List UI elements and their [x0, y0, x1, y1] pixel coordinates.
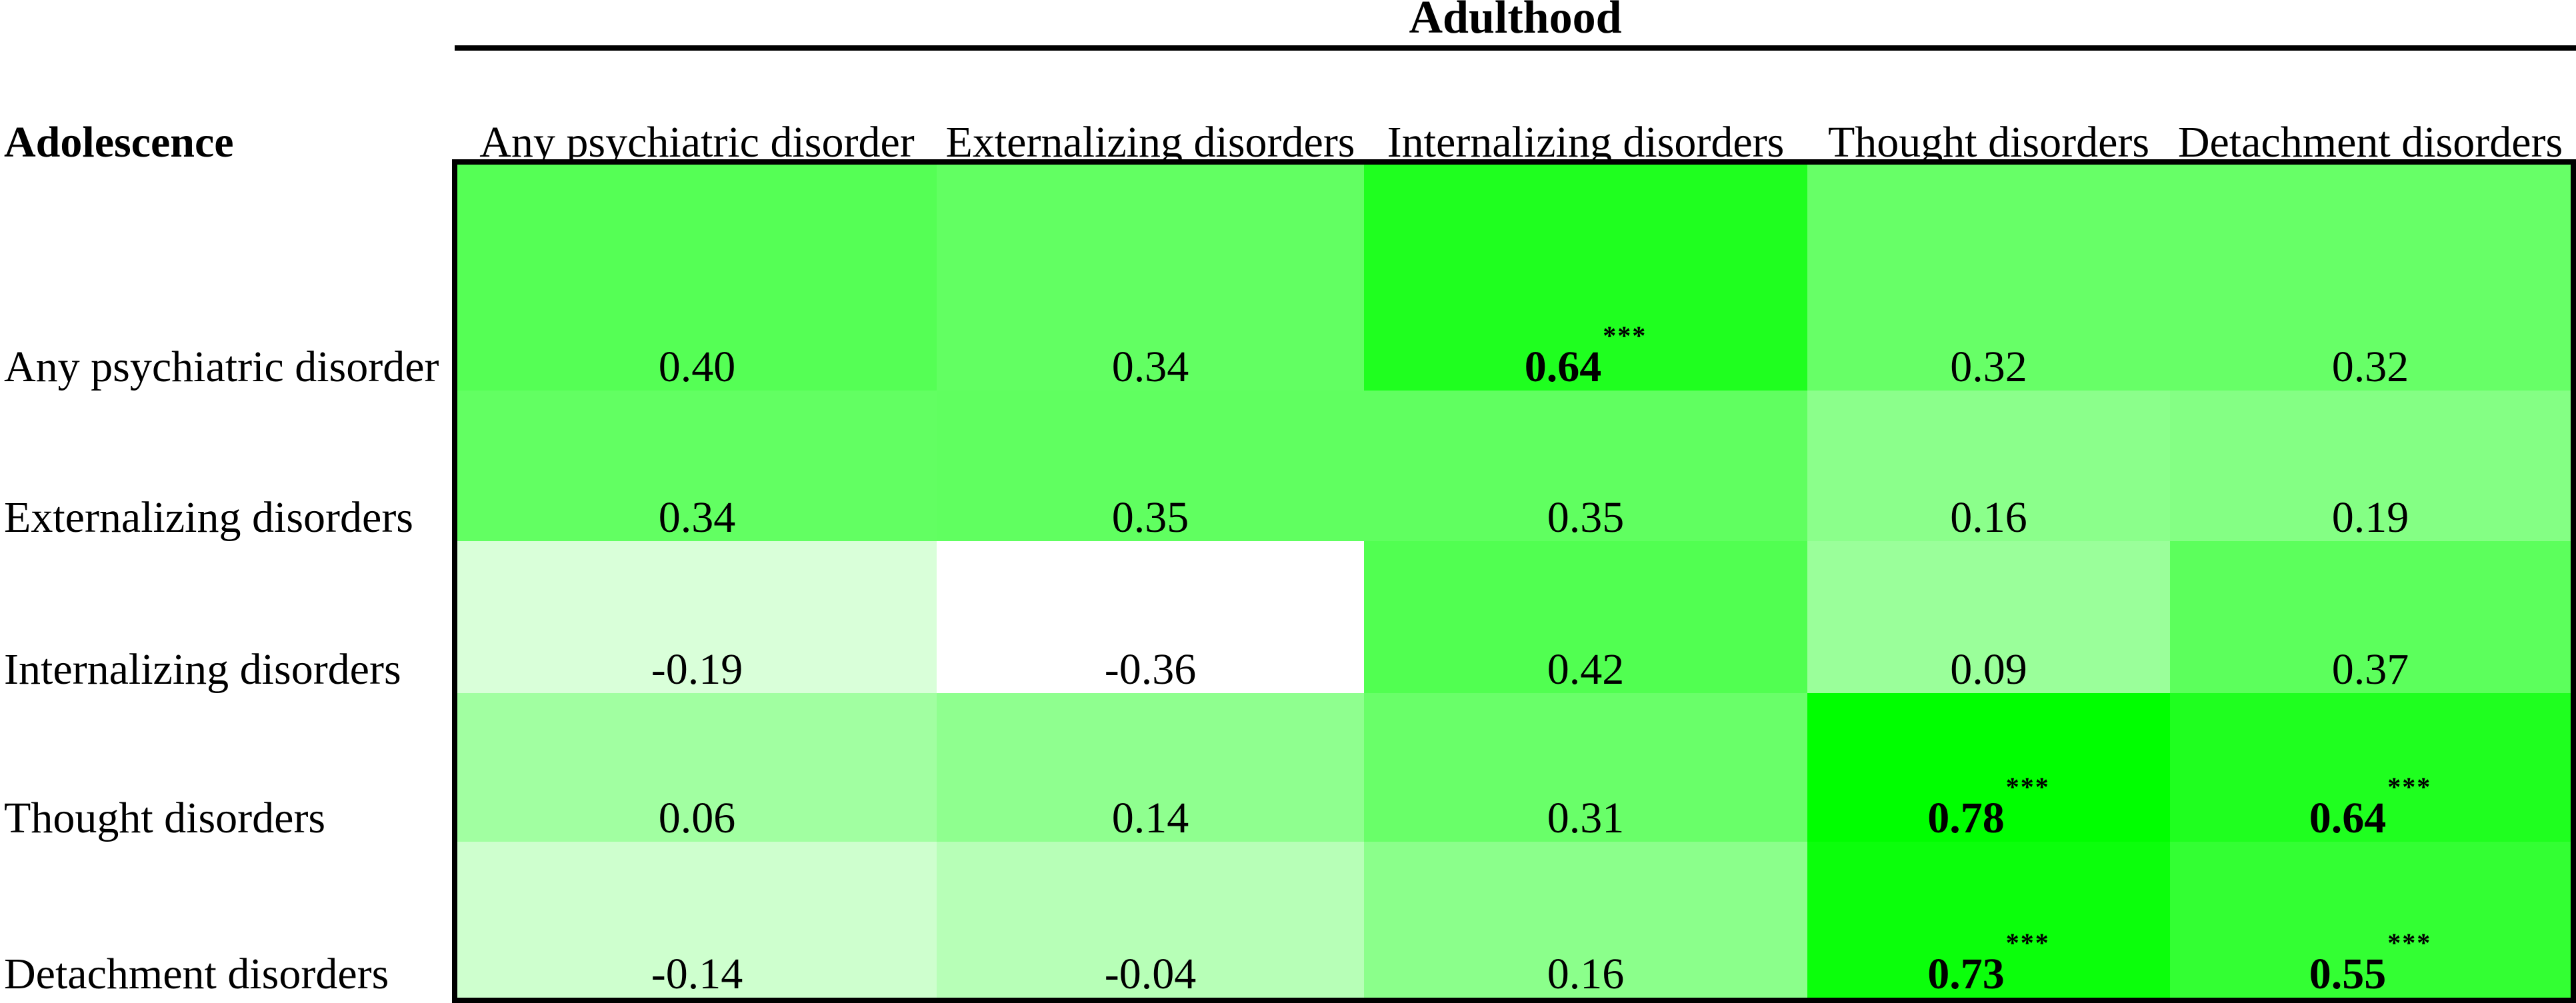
- heatmap-cell: 0.78***: [1807, 693, 2170, 842]
- cell-value: 0.19: [2331, 493, 2409, 542]
- heatmap-cell: 0.31: [1364, 693, 1807, 842]
- cell-value: 0.34: [1111, 343, 1189, 391]
- cell-value: 0.64***: [2309, 772, 2432, 842]
- cell-value: 0.37: [2331, 645, 2409, 694]
- heatmap-cell: -0.36: [937, 541, 1364, 693]
- heatmap-cell: 0.16: [1364, 842, 1807, 998]
- cell-value: 0.32: [2331, 343, 2409, 391]
- heatmap-cell: 0.16: [1807, 391, 2170, 541]
- cell-value: 0.35: [1111, 493, 1189, 542]
- heatmap-cell: 0.40: [457, 165, 937, 391]
- heatmap-cell: 0.35: [937, 391, 1364, 541]
- heatmap-cell: 0.06: [457, 693, 937, 842]
- cell-value: 0.14: [1111, 794, 1189, 842]
- cell-value: 0.64***: [1524, 321, 1647, 391]
- cell-value: 0.06: [658, 794, 736, 842]
- heatmap-cell: 0.35: [1364, 391, 1807, 541]
- heatmap-cell: -0.14: [457, 842, 937, 998]
- cell-value: 0.42: [1547, 645, 1625, 694]
- heatmap-cell: 0.09: [1807, 541, 2170, 693]
- top-axis-title-wrap: Adulthood: [455, 0, 2576, 41]
- heatmap-grid: 0.40 0.34 0.64*** 0.32 0.32 0.34 0.35 0.35 0.16 0…: [457, 165, 2571, 998]
- heatmap-cell: 0.55***: [2170, 842, 2571, 998]
- cell-value: -0.04: [1104, 950, 1197, 998]
- heatmap-cell: 0.42: [1364, 541, 1807, 693]
- top-axis-title: Adulthood: [1409, 0, 1622, 43]
- left-axis-title: Adolescence: [4, 118, 234, 167]
- column-header-detachment: Detachment disorders: [2177, 118, 2563, 167]
- column-header-internalizing: Internalizing disorders: [1387, 118, 1785, 167]
- cell-value: 0.35: [1547, 493, 1625, 542]
- cell-value: -0.19: [651, 645, 743, 694]
- significance-stars: ***: [2387, 772, 2432, 802]
- cell-value: 0.09: [1950, 645, 2027, 694]
- significance-stars: ***: [2005, 772, 2050, 802]
- cell-value: -0.14: [651, 950, 743, 998]
- cell-value: -0.36: [1104, 645, 1197, 694]
- row-labels: Any psychiatric disorder Externalizing d…: [4, 165, 452, 998]
- heatmap-cell: -0.19: [457, 541, 937, 693]
- column-header-externalizing: Externalizing disorders: [945, 118, 1355, 167]
- cell-value: 0.78***: [1927, 772, 2050, 842]
- cell-value: 0.31: [1547, 794, 1625, 842]
- cell-value: 0.55***: [2309, 928, 2432, 998]
- row-label-internalizing: Internalizing disorders: [4, 645, 401, 694]
- cell-value: 0.16: [1547, 950, 1625, 998]
- column-headers: Any psychiatric disorder Externalizing d…: [457, 99, 2571, 165]
- cell-value: 0.40: [658, 343, 736, 391]
- row-label-externalizing: Externalizing disorders: [4, 493, 413, 542]
- cell-value: 0.16: [1950, 493, 2027, 542]
- column-header-any-psychiatric: Any psychiatric disorder: [479, 118, 915, 167]
- heatmap-cell: 0.64***: [1364, 165, 1807, 391]
- heatmap-cell: 0.37: [2170, 541, 2571, 693]
- cell-value: 0.34: [658, 493, 736, 542]
- heatmap-cell: 0.32: [1807, 165, 2170, 391]
- heatmap-border: 0.40 0.34 0.64*** 0.32 0.32 0.34 0.35 0.35 0.16 0…: [452, 159, 2576, 1003]
- heatmap-cell: -0.04: [937, 842, 1364, 998]
- cell-value: 0.73***: [1927, 928, 2050, 998]
- significance-stars: ***: [2005, 928, 2050, 958]
- heatmap-cell: 0.34: [937, 165, 1364, 391]
- row-label-any-psychiatric: Any psychiatric disorder: [4, 343, 439, 391]
- heatmap-cell: 0.19: [2170, 391, 2571, 541]
- row-label-detachment: Detachment disorders: [4, 950, 389, 998]
- heatmap-cell: 0.14: [937, 693, 1364, 842]
- title-underline: [455, 45, 2576, 51]
- heatmap-cell: 0.34: [457, 391, 937, 541]
- cell-value: 0.32: [1950, 343, 2027, 391]
- heatmap-cell: 0.73***: [1807, 842, 2170, 998]
- significance-stars: ***: [1603, 321, 1647, 351]
- significance-stars: ***: [2387, 928, 2432, 958]
- column-header-thought: Thought disorders: [1827, 118, 2150, 167]
- heatmap-cell: 0.32: [2170, 165, 2571, 391]
- row-label-thought: Thought disorders: [4, 794, 326, 842]
- heatmap-cell: 0.64***: [2170, 693, 2571, 842]
